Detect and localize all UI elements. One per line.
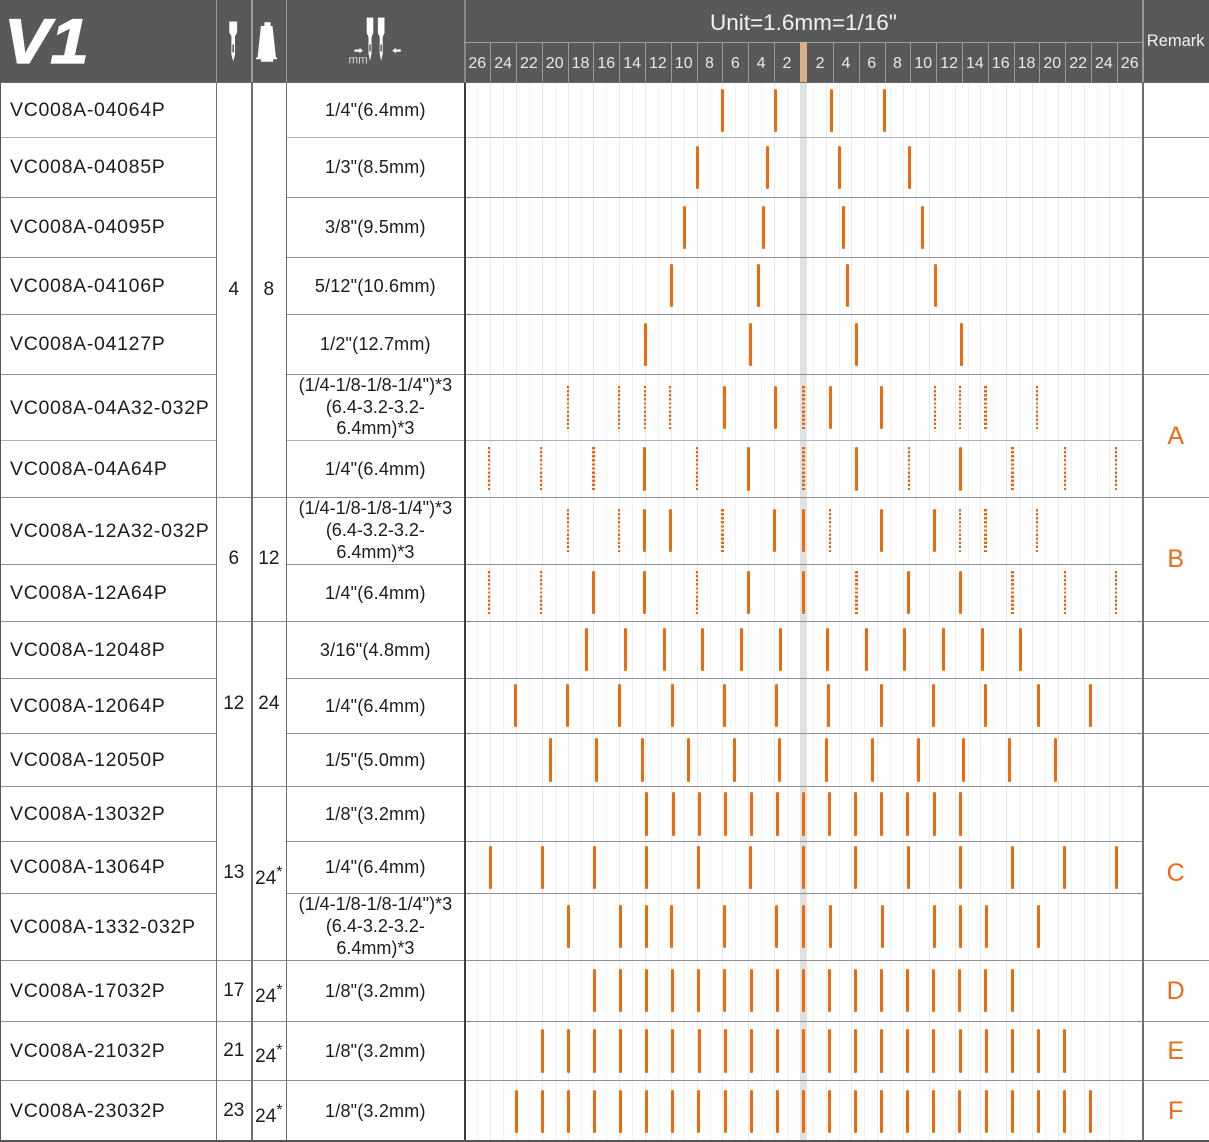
svg-text:mm: mm xyxy=(349,55,368,67)
